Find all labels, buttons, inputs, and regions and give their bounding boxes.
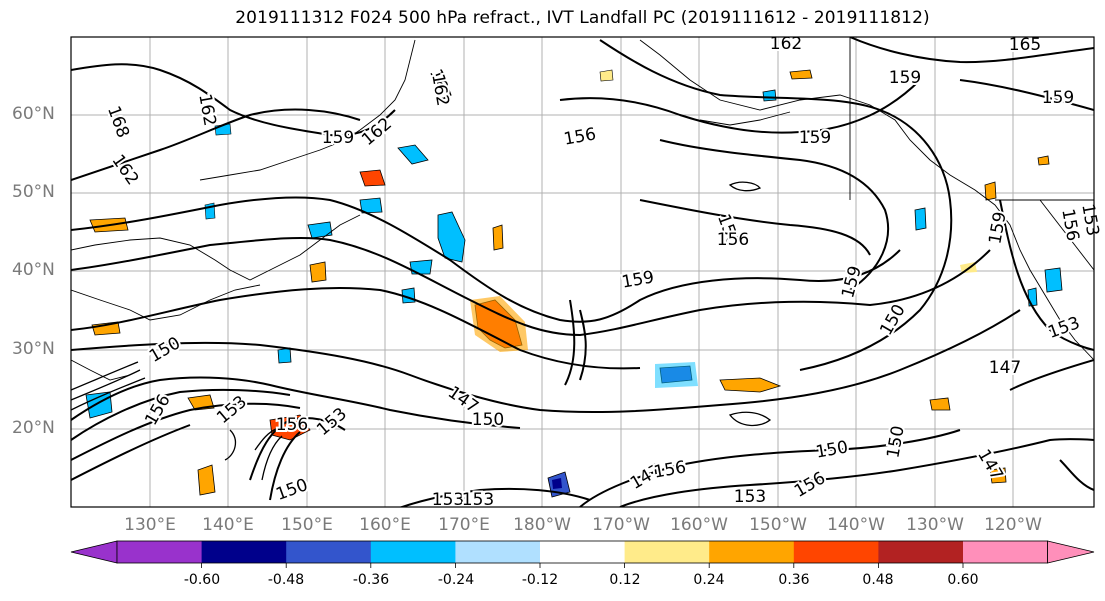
lon-label: 150°E bbox=[281, 515, 333, 535]
colorbar-extend-high bbox=[1047, 540, 1095, 564]
lon-label: 170°W bbox=[592, 515, 650, 535]
colorbar-swatch bbox=[624, 541, 710, 563]
contour-label: 153 bbox=[734, 487, 766, 507]
colorbar-swatch bbox=[793, 541, 879, 563]
positive-anomaly-patches bbox=[89, 69, 1050, 496]
colorbar-swatch bbox=[540, 541, 626, 563]
lon-label: 140°E bbox=[202, 515, 254, 535]
lat-label: 20°N bbox=[12, 418, 55, 438]
lat-label: 60°N bbox=[12, 104, 55, 124]
colorbar bbox=[70, 540, 1095, 568]
contour-lines bbox=[71, 37, 1094, 507]
colorbar-swatch bbox=[963, 541, 1049, 563]
colorbar-tick-label: -0.12 bbox=[521, 572, 559, 588]
contour-lines-thin bbox=[71, 181, 772, 481]
colorbar-tick-label: 0.24 bbox=[693, 572, 725, 588]
contour-label: 147 bbox=[989, 358, 1021, 378]
colorbar-tick-label: -0.60 bbox=[183, 572, 221, 588]
contour-label: 159 bbox=[1042, 88, 1074, 108]
map-frame bbox=[70, 36, 1095, 508]
lon-label: 180°W bbox=[513, 515, 571, 535]
colorbar-tick-label: 0.12 bbox=[609, 572, 641, 588]
colorbar-tick-label: -0.24 bbox=[437, 572, 475, 588]
contour-label: 159 bbox=[889, 68, 921, 88]
lon-label: 120°W bbox=[984, 515, 1042, 535]
contour-label: 162 bbox=[770, 34, 802, 54]
lat-label: 50°N bbox=[12, 182, 55, 202]
lon-label: 140°W bbox=[827, 515, 885, 535]
contour-label: 156 bbox=[276, 415, 308, 435]
contour-label: 156 bbox=[652, 457, 687, 482]
colorbar-swatch bbox=[455, 541, 541, 563]
contour-label: 153 bbox=[462, 490, 494, 510]
contour-label: 150 bbox=[472, 410, 504, 430]
colorbar-swatch bbox=[286, 541, 372, 563]
colorbar-swatch bbox=[709, 541, 795, 563]
colorbar-swatch bbox=[878, 541, 964, 563]
colorbar-extend-low bbox=[70, 540, 118, 564]
contour-label: 165 bbox=[1009, 35, 1041, 55]
colorbar-tick-label: 0.60 bbox=[947, 572, 979, 588]
contour-label: 159 bbox=[799, 128, 831, 148]
lon-label: 170°E bbox=[438, 515, 490, 535]
colorbar-tick-label: 0.36 bbox=[778, 572, 810, 588]
lat-label: 30°N bbox=[12, 339, 55, 359]
contour-label: 153 bbox=[432, 490, 464, 510]
contour-label: 159 bbox=[322, 128, 354, 148]
gridlines bbox=[71, 37, 1094, 507]
lon-label: 150°W bbox=[749, 515, 807, 535]
colorbar-swatch bbox=[117, 541, 203, 563]
colorbar-swatch bbox=[201, 541, 287, 563]
coastlines bbox=[71, 37, 1094, 381]
lon-label: 160°W bbox=[670, 515, 728, 535]
colorbar-swatch bbox=[370, 541, 456, 563]
colorbar-outline bbox=[116, 540, 1048, 564]
lat-label: 40°N bbox=[12, 260, 55, 280]
map-title: 2019111312 F024 500 hPa refract., IVT La… bbox=[235, 8, 930, 28]
lon-label: 130°W bbox=[906, 515, 964, 535]
colorbar-tick-label: -0.36 bbox=[352, 572, 390, 588]
contour-label: 156 bbox=[717, 230, 749, 250]
colorbar-tick-label: -0.48 bbox=[267, 572, 305, 588]
lon-label: 130°E bbox=[124, 515, 176, 535]
colorbar-tick-label: 0.48 bbox=[862, 572, 894, 588]
lon-label: 160°E bbox=[359, 515, 411, 535]
